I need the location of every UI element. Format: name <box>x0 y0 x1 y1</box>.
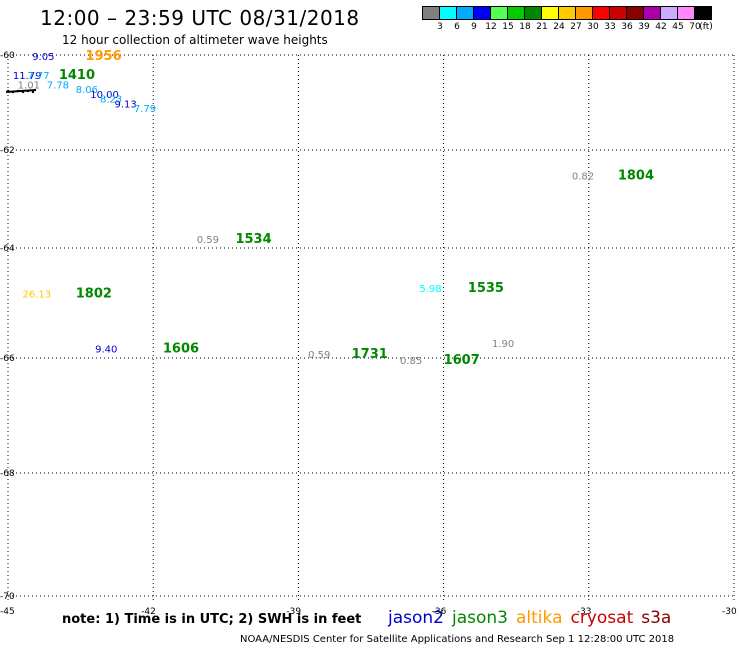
obs-swh-value: 1.90 <box>492 339 514 350</box>
obs-time-label: 1804 <box>618 168 654 183</box>
satellite-legend-s3a: s3a <box>641 608 672 628</box>
obs-time-label: 1802 <box>76 287 112 302</box>
lat-label: -62 <box>0 146 15 156</box>
track-point <box>11 90 15 94</box>
track-point <box>26 89 30 93</box>
lat-label: -60 <box>0 51 15 61</box>
color-swatch-label: 15 <box>502 22 514 32</box>
obs-swh-value: 7.77 <box>27 71 49 82</box>
satellite-legend-jason2: jason2 <box>388 608 444 628</box>
color-swatch-label: 30 <box>587 22 599 32</box>
obs-swh-value: 7.79 <box>134 104 156 115</box>
track-point <box>21 90 25 94</box>
map-grid <box>7 54 735 600</box>
obs-swh-value: 9.05 <box>32 52 54 63</box>
satellite-legend: jason2 jason3 altika cryosat s3a <box>388 608 679 628</box>
lon-label: -33 <box>577 607 592 617</box>
satellite-track <box>5 89 37 94</box>
obs-swh-value: 0.59 <box>197 235 219 246</box>
obs-time-label: 1731 <box>352 347 388 362</box>
lat-label: -68 <box>0 469 15 479</box>
color-swatch-label: 45 <box>672 22 684 32</box>
color-swatch-label: 12 <box>485 22 497 32</box>
units-note: note: 1) Time is in UTC; 2) SWH is in fe… <box>62 612 362 627</box>
credit-line: NOAA/NESDIS Center for Satellite Applica… <box>240 634 675 645</box>
color-swatch-label: 24 <box>553 22 565 32</box>
obs-swh-value: 8.06 <box>76 85 98 96</box>
color-swatch-label: 33 <box>604 22 616 32</box>
obs-swh-value: 0.82 <box>572 171 594 182</box>
color-swatch-label: 70 <box>689 22 701 32</box>
obs-swh-value: 0.85 <box>400 356 422 367</box>
color-swatch-label: 39 <box>638 22 650 32</box>
color-swatch-label: 9 <box>471 22 477 32</box>
color-swatch-label: 6 <box>454 22 460 32</box>
color-swatch-label: 36 <box>621 22 633 32</box>
satellite-legend-cryosat: cryosat <box>570 608 634 628</box>
obs-time-label: 1534 <box>235 232 271 247</box>
obs-swh-value: 8.23 <box>100 95 122 106</box>
obs-swh-value: 7.78 <box>47 80 69 91</box>
obs-time-label: 1606 <box>163 342 199 357</box>
lat-label: -64 <box>0 244 15 254</box>
lon-label: -45 <box>0 607 15 617</box>
track-point <box>16 89 20 93</box>
obs-swh-value: 26.13 <box>23 290 52 301</box>
lat-label: -66 <box>0 354 15 364</box>
color-swatch-label: 3 <box>437 22 443 32</box>
obs-time-label: 1607 <box>444 353 480 368</box>
lon-label: -30 <box>722 607 737 617</box>
track-point <box>31 90 35 94</box>
obs-time-label: 1535 <box>468 281 504 296</box>
obs-swh-value: 0.59 <box>308 350 330 361</box>
observations-layer: 9.05 1956 11.797.77 1410 1.01 7.78 8.0610.008.… <box>13 49 654 368</box>
color-swatch-label: 27 <box>570 22 582 32</box>
obs-swh-value: 9.40 <box>95 345 117 356</box>
track-point <box>6 89 10 93</box>
track-segment <box>5 89 37 93</box>
obs-swh-value: 11.79 <box>13 71 42 82</box>
obs-swh-value: 5.98 <box>419 284 441 295</box>
map-axis-labels: -45 -42 -39 -36 -33 -30 -60 -62 -64 -66 -68 -70 <box>0 51 737 617</box>
color-legend-labels: 3 6 9 12 15 18 21 24 27 30 33 36 39 42 45 70 (ft) <box>422 20 713 32</box>
color-legend-swatches <box>422 6 712 20</box>
satellite-legend-altika: altika <box>516 608 563 628</box>
color-swatch-label: 21 <box>536 22 548 32</box>
obs-time-label: 1410 <box>59 68 95 83</box>
color-legend: 3 6 9 12 15 18 21 24 27 30 33 36 39 42 45 70 (ft) <box>422 6 713 32</box>
satellite-legend-jason3: jason3 <box>452 608 508 628</box>
lon-label: -39 <box>286 607 301 617</box>
color-swatch-label: 42 <box>655 22 667 32</box>
page-subtitle: 12 hour collection of altimeter wave hei… <box>62 33 328 47</box>
color-swatch-label: 18 <box>519 22 531 32</box>
obs-swh-value: 1.01 <box>18 80 40 91</box>
lon-label: -42 <box>141 607 156 617</box>
page-title: 12:00 – 23:59 UTC 08/31/2018 <box>40 6 360 30</box>
lon-label: -36 <box>432 607 447 617</box>
obs-swh-value: 10.00 <box>90 90 119 101</box>
obs-time-label: 1956 <box>85 49 121 64</box>
color-swatch-label: (ft) <box>699 22 713 32</box>
obs-swh-value: 9.13 <box>114 99 136 110</box>
lat-label: -70 <box>0 592 15 602</box>
color-swatch <box>694 6 712 20</box>
